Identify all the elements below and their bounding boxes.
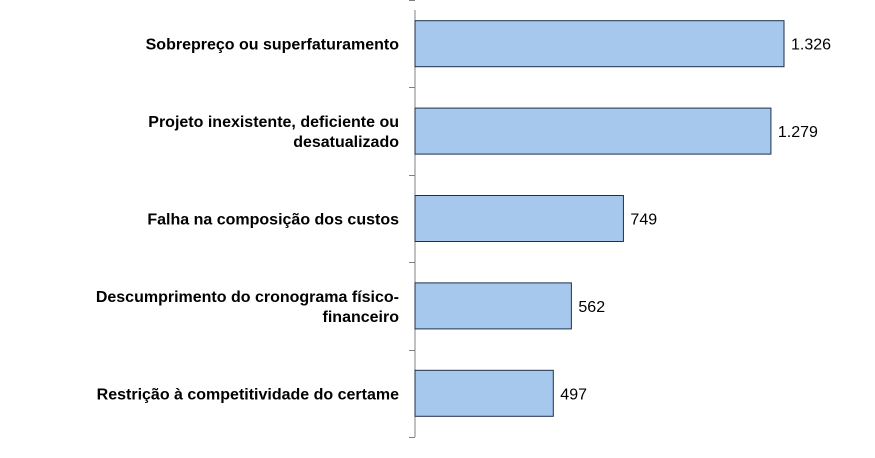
category-tick-label: Descumprimento do cronograma físico-fina… (96, 289, 399, 326)
data-label: 1.279 (778, 124, 818, 141)
category-tick-label: Sobrepreço ou superfaturamento (146, 37, 400, 54)
data-label: 1.326 (791, 37, 831, 54)
data-label: 562 (578, 299, 605, 316)
category-tick-label: Restrição à competitividade do certame (97, 386, 399, 403)
category-tick-label-line: Restrição à competitividade do certame (97, 386, 399, 403)
category-tick-label: Projeto inexistente, deficiente ou desatu… (148, 114, 399, 151)
bar (414, 20, 785, 68)
category-tick-label-line: desatualizado (293, 134, 399, 151)
category-tick-label-line: financeiro (323, 309, 400, 326)
category-tick-label: Falha na composição dos custos (147, 212, 399, 229)
chart-axis-layer (409, 0, 416, 438)
chart-bars-layer (414, 20, 785, 417)
category-tick-label-line: Projeto inexistente, deficiente ou (148, 114, 399, 131)
bar (414, 107, 772, 155)
bar (414, 195, 624, 242)
category-tick-label-line: Descumprimento do cronograma físico- (96, 289, 399, 306)
data-label: 749 (630, 212, 657, 229)
data-label: 497 (560, 386, 587, 403)
bar (414, 282, 572, 330)
category-tick-label-line: Falha na composição dos custos (147, 212, 399, 229)
category-tick-label-line: Sobrepreço ou superfaturamento (146, 37, 400, 54)
chart-labels-layer: 1.326 Sobrepreço ou superfaturamento 1.279… (96, 37, 831, 404)
bar (414, 369, 554, 417)
